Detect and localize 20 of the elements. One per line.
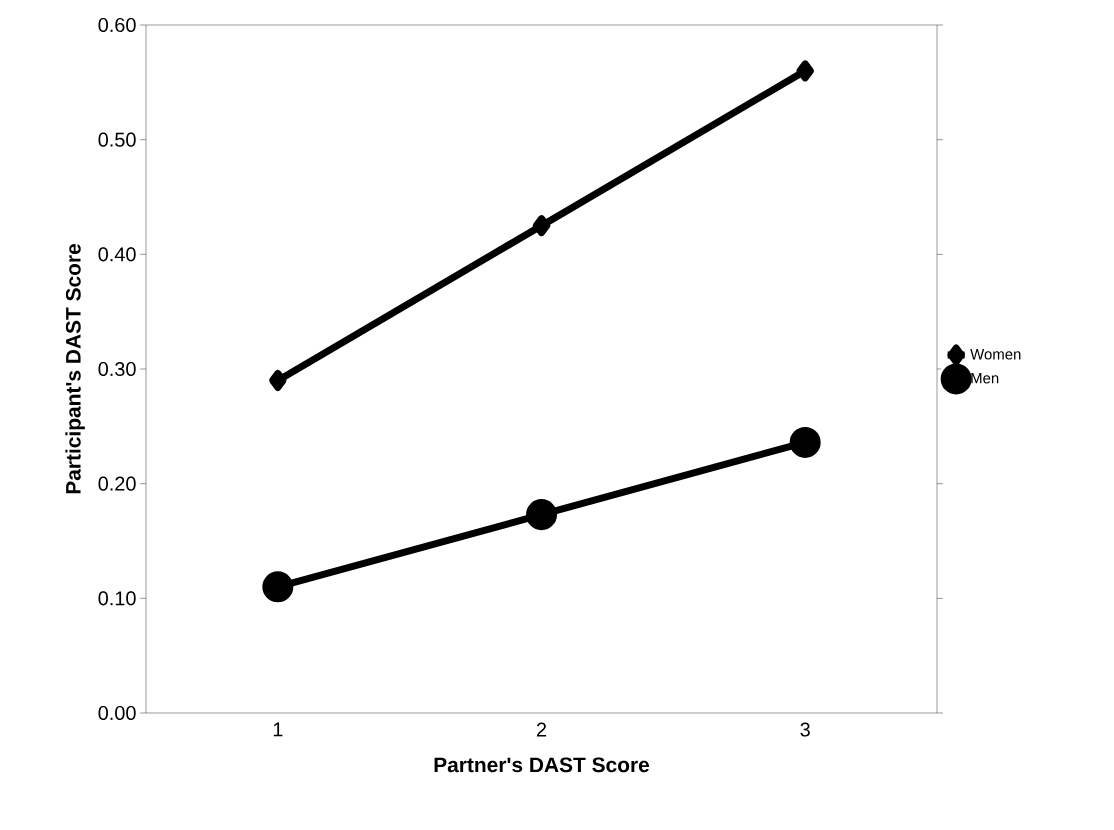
point bbox=[269, 369, 287, 391]
x-axis-title: Partner's DAST Score bbox=[434, 757, 650, 773]
x-tick-label: 2 bbox=[536, 722, 547, 737]
x-tick-label: 3 bbox=[800, 722, 810, 737]
x-tick-label: 1 bbox=[273, 722, 283, 737]
y-tick-label: 0.60 bbox=[98, 17, 136, 33]
y-tick-label: 0.50 bbox=[98, 132, 136, 147]
y-tick-label: 0.40 bbox=[98, 247, 136, 262]
point bbox=[789, 426, 821, 458]
y-tick-label: 0.30 bbox=[98, 361, 136, 377]
legend-label: Men bbox=[971, 372, 999, 384]
y-axis-title: Participant's DAST Score bbox=[65, 244, 85, 494]
point bbox=[532, 215, 551, 237]
legend-label: Women bbox=[970, 349, 1021, 360]
y-tick-label: 0.10 bbox=[98, 591, 136, 606]
y-tick-label: 0.00 bbox=[98, 705, 136, 721]
point bbox=[796, 60, 814, 82]
y-tick-label: 0.20 bbox=[98, 476, 136, 491]
point bbox=[262, 571, 294, 603]
point bbox=[526, 499, 557, 531]
